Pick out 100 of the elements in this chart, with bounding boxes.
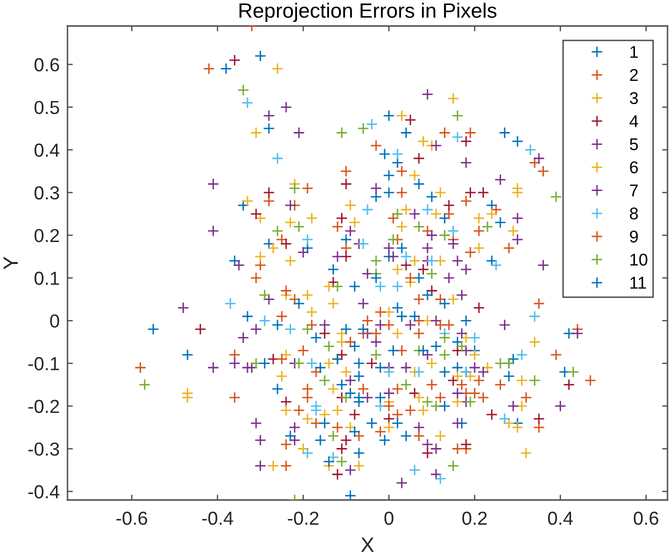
point [528,374,541,386]
legend-label: 5 [630,138,638,150]
point [353,357,365,370]
point [482,220,494,233]
point [434,430,446,442]
point [404,319,416,331]
point [408,170,421,182]
point [134,362,146,374]
point [473,374,485,386]
point [460,264,472,276]
point [314,434,326,446]
point [533,298,545,310]
point [452,254,464,267]
point [430,442,442,455]
x-tick-label: -0.4 [202,512,234,525]
point [392,417,404,430]
point [456,289,468,301]
point [362,392,374,404]
point [224,298,236,310]
point [323,456,335,468]
point [558,366,571,378]
point [417,344,430,356]
point [348,426,361,438]
point [348,340,361,352]
point [310,404,322,416]
point [452,131,464,143]
point [258,289,271,301]
point [280,238,292,250]
point [400,204,412,216]
point [477,366,490,378]
point [528,310,541,322]
point [417,264,430,276]
point [413,152,425,164]
point [396,344,408,356]
point [327,298,340,310]
legend-label: 2 [630,69,638,81]
point [396,110,408,122]
point [228,254,241,267]
point [533,152,545,164]
point [413,293,425,306]
point [460,314,472,327]
point [498,319,511,331]
point [490,259,502,272]
point [242,96,254,109]
point [263,195,275,207]
point [473,225,485,237]
point [302,182,314,194]
point [486,199,498,212]
point [263,122,275,134]
y-tick-label: 0.2 [34,228,59,242]
point [237,84,250,96]
point [392,383,404,395]
point [336,212,348,224]
legend-label: 8 [630,208,638,220]
point [336,126,348,139]
point [422,242,434,254]
point [138,378,151,391]
point [306,306,318,318]
point [284,323,296,336]
point [284,254,296,267]
point [370,348,382,361]
point [293,357,305,370]
point [378,148,391,160]
point [396,310,408,322]
point [344,374,356,386]
point [254,460,266,472]
point [357,383,370,395]
point [434,472,446,485]
point [422,88,434,100]
point [434,254,446,267]
point [426,229,438,242]
y-tick-label: -0.4 [28,485,60,498]
point [194,323,206,336]
point [237,199,250,212]
point [272,383,284,395]
point [494,174,506,186]
point [306,319,318,331]
x-tick-label: -0.2 [288,512,318,525]
point [272,62,284,75]
point [370,336,382,348]
point [468,362,481,374]
point [392,156,404,169]
point [302,392,314,404]
point [498,126,511,139]
x-tick-label: 0 [384,512,394,525]
point [400,259,412,272]
point [468,332,481,344]
point [392,408,404,420]
point [408,387,421,400]
point [370,190,382,203]
point [383,422,395,434]
y-tick-label: -0.1 [28,357,59,370]
point [512,135,524,148]
point [250,417,262,430]
point [362,204,374,216]
point [464,370,476,382]
point [336,336,348,348]
point [340,392,352,404]
point [383,170,395,182]
point [336,442,348,455]
